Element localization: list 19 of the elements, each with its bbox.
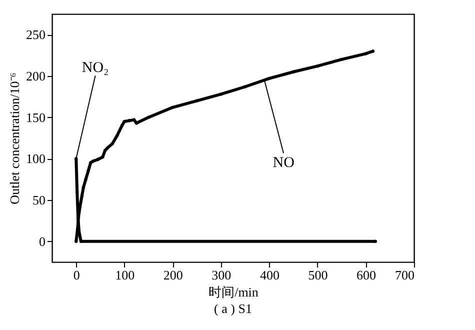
y-tick-label: 0 [39,234,46,249]
annotation: NO₂ [82,60,109,76]
y-tick-label: 150 [26,110,46,125]
y-axis-title: Outlet concentration/10⁻⁶ [7,72,22,204]
text: ( a ) S1 [214,301,252,316]
y-tick-label: 200 [26,68,46,84]
y-tick-label: 50 [32,192,46,208]
x-tick-label: 400 [260,268,280,282]
x-axis-title: 时间/min [208,284,259,300]
x-tick-label: 300 [212,268,232,282]
annotation: NO [272,154,295,171]
x-tick-label: 600 [356,268,376,282]
y-tick-label: 250 [26,27,46,42]
y-tick-label: 100 [26,151,46,166]
x-tick-label: 100 [115,268,135,282]
x-tick-label: 500 [308,268,328,282]
x-tick-label: 200 [163,268,183,282]
x-tick-label: 700 [395,268,414,282]
x-tick-label: 0 [73,268,80,282]
